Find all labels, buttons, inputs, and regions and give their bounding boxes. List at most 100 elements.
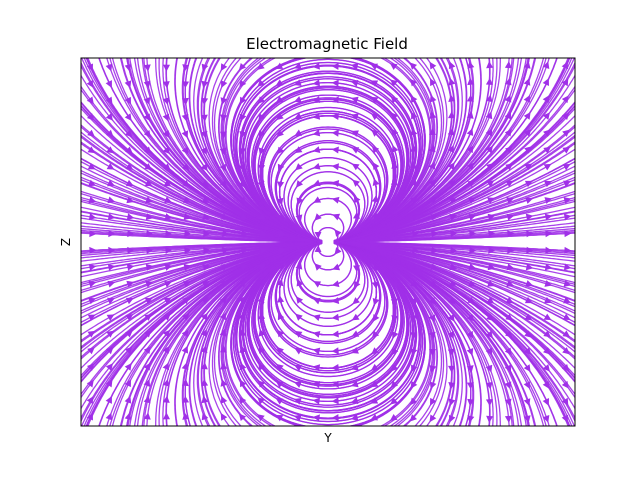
stream-arrow bbox=[124, 113, 132, 122]
stream-arrow bbox=[543, 347, 551, 355]
stream-arrow bbox=[331, 347, 339, 355]
stream-arrow bbox=[429, 381, 437, 390]
stream-arrow bbox=[312, 347, 321, 355]
stream-arrow bbox=[163, 297, 172, 305]
stream-arrow bbox=[523, 381, 530, 390]
streamline bbox=[335, 241, 575, 288]
stream-arrow bbox=[352, 297, 360, 305]
streamline bbox=[127, 240, 321, 426]
stream-arrow bbox=[562, 164, 571, 171]
stream-arrow bbox=[331, 79, 339, 87]
stream-arrow bbox=[523, 61, 531, 69]
stream-arrow bbox=[87, 129, 95, 137]
stream-arrow bbox=[240, 247, 249, 254]
stream-arrow bbox=[331, 163, 340, 171]
stream-arrow bbox=[181, 146, 189, 155]
stream-arrow bbox=[390, 298, 398, 306]
streamline bbox=[208, 58, 321, 243]
stream-arrow bbox=[391, 331, 399, 340]
stream-arrow bbox=[544, 197, 553, 204]
stream-arrow bbox=[562, 146, 571, 154]
stream-arrow bbox=[350, 414, 359, 421]
stream-arrow bbox=[201, 97, 209, 106]
stream-arrow bbox=[350, 63, 359, 70]
streamline bbox=[283, 157, 373, 246]
stream-arrow bbox=[563, 213, 572, 221]
stream-arrow bbox=[543, 129, 551, 137]
stream-arrow bbox=[429, 61, 437, 70]
stream-arrow bbox=[89, 246, 97, 254]
stream-arrow bbox=[411, 111, 418, 120]
stream-arrow bbox=[201, 196, 210, 203]
stream-arrow bbox=[220, 395, 228, 404]
stream-arrow bbox=[542, 364, 550, 372]
streamline bbox=[287, 239, 369, 319]
stream-arrow bbox=[524, 296, 533, 304]
stream-arrow bbox=[409, 414, 418, 422]
stream-arrow bbox=[143, 346, 151, 355]
stream-arrow bbox=[331, 280, 340, 288]
streamline bbox=[283, 238, 373, 327]
stream-arrow bbox=[88, 213, 97, 221]
stream-arrow bbox=[370, 113, 379, 121]
streamline bbox=[336, 241, 575, 252]
stream-arrow bbox=[162, 113, 170, 122]
streamline bbox=[335, 214, 575, 243]
stream-arrow bbox=[331, 196, 340, 204]
stream-arrow bbox=[486, 180, 495, 188]
stream-arrow bbox=[561, 112, 570, 120]
stream-arrow bbox=[106, 330, 115, 338]
stream-arrow bbox=[162, 362, 170, 371]
stream-arrow bbox=[391, 315, 399, 323]
stream-arrow bbox=[126, 213, 135, 221]
stream-arrow bbox=[238, 62, 247, 71]
streamline bbox=[335, 196, 575, 243]
stream-arrow bbox=[390, 397, 398, 405]
streamline bbox=[81, 240, 321, 377]
stream-arrow bbox=[105, 63, 113, 72]
streamline bbox=[335, 241, 575, 306]
stream-arrow bbox=[543, 146, 552, 154]
streamline bbox=[335, 58, 474, 243]
stream-arrow bbox=[87, 163, 96, 170]
stream-arrow bbox=[353, 195, 361, 204]
streamline bbox=[335, 241, 575, 342]
stream-arrow bbox=[447, 145, 455, 153]
stream-arrow bbox=[87, 314, 96, 321]
stream-arrow bbox=[278, 229, 287, 237]
stream-arrow bbox=[504, 415, 512, 423]
stream-arrow bbox=[542, 78, 550, 87]
streamline bbox=[274, 140, 382, 244]
streamline bbox=[335, 241, 575, 270]
stream-arrow bbox=[144, 179, 153, 187]
stream-arrow bbox=[352, 179, 360, 187]
stream-arrow bbox=[428, 314, 436, 323]
stream-arrow bbox=[200, 329, 207, 337]
stream-arrow bbox=[220, 80, 228, 89]
stream-arrow bbox=[181, 329, 189, 338]
stream-arrow bbox=[201, 281, 210, 288]
stream-arrow bbox=[162, 130, 170, 138]
stream-arrow bbox=[220, 196, 229, 204]
stream-arrow bbox=[105, 113, 114, 121]
stream-arrow bbox=[409, 297, 417, 306]
streamline bbox=[335, 241, 575, 379]
stream-arrow bbox=[372, 178, 380, 186]
stream-arrow bbox=[200, 312, 208, 321]
stream-arrow bbox=[238, 413, 247, 422]
stream-arrow bbox=[144, 297, 153, 305]
stream-arrow bbox=[544, 280, 553, 287]
stream-arrow bbox=[370, 80, 379, 87]
stream-arrow bbox=[144, 146, 152, 154]
streamline bbox=[335, 105, 575, 243]
streamline bbox=[290, 171, 366, 245]
stream-arrow bbox=[126, 263, 135, 271]
stream-arrow bbox=[429, 414, 437, 423]
stream-arrow bbox=[89, 230, 97, 238]
stream-arrow bbox=[542, 381, 550, 389]
streamline bbox=[336, 232, 575, 243]
stream-arrow bbox=[258, 213, 267, 220]
stream-arrow bbox=[351, 347, 359, 354]
streamline bbox=[335, 178, 575, 243]
